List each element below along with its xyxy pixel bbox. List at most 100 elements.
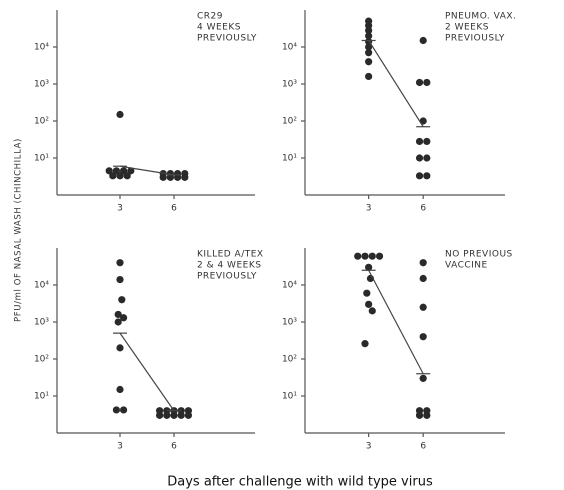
mean-line [119, 165, 175, 176]
data-point [354, 252, 362, 260]
data-point [368, 307, 376, 315]
y-tick-label: 10³ [282, 318, 297, 328]
data-point [365, 26, 373, 35]
annotation: VACCINE [445, 261, 488, 271]
data-point [365, 263, 373, 271]
x-tick-label: 3 [366, 204, 372, 214]
data-point [114, 318, 122, 326]
data-point [365, 58, 373, 66]
annotation: 2 WEEKS [445, 23, 489, 33]
data-point [423, 137, 431, 146]
data-point [423, 411, 431, 419]
annotation: PREVIOUSLY [197, 34, 257, 44]
data-point [116, 110, 124, 119]
annotation: PREVIOUSLY [445, 34, 505, 44]
data-point [419, 259, 427, 267]
data-point [419, 374, 427, 382]
y-tick-label: 10¹ [34, 154, 49, 164]
data-point [127, 167, 135, 175]
data-point [361, 252, 369, 260]
data-point [415, 154, 424, 162]
data-point [423, 78, 431, 87]
data-point [419, 274, 427, 283]
y-tick-label: 10¹ [282, 154, 297, 164]
data-point [116, 259, 124, 267]
x-tick-label: 6 [171, 204, 177, 214]
data-point [116, 385, 124, 394]
data-point [120, 167, 128, 175]
y-tick-label: 10⁴ [34, 281, 49, 291]
data-point [365, 300, 373, 308]
y-tick-label: 10³ [282, 80, 297, 90]
data-point [116, 275, 124, 284]
data-point [365, 32, 373, 40]
data-point [361, 340, 369, 348]
y-tick-label: 10⁴ [282, 281, 297, 291]
data-point [363, 289, 371, 297]
y-tick-label: 10³ [34, 80, 49, 90]
annotation: PREVIOUSLY [197, 272, 257, 282]
annotation: NO PREVIOUS [445, 250, 513, 260]
data-point [365, 49, 373, 57]
x-axis-label: Days after challenge with wild type viru… [167, 475, 433, 490]
x-tick-label: 3 [366, 442, 372, 452]
data-point [156, 411, 164, 419]
data-point [415, 411, 424, 419]
mean-line [368, 40, 424, 128]
x-tick-label: 6 [420, 204, 426, 214]
y-tick-label: 10² [282, 355, 297, 365]
y-tick-label: 10¹ [282, 392, 297, 402]
y-tick-label: 10⁴ [282, 43, 297, 53]
data-point [159, 173, 167, 181]
data-point [375, 252, 384, 260]
x-tick-label: 6 [420, 442, 426, 452]
y-tick-label: 10¹ [34, 392, 49, 402]
x-tick-label: 3 [117, 442, 123, 452]
data-point [116, 344, 124, 352]
data-point [423, 172, 431, 180]
data-point [112, 167, 120, 175]
data-point [166, 173, 174, 181]
data-point [415, 137, 424, 146]
data-point [123, 172, 131, 180]
data-point [163, 411, 171, 419]
annotation: KILLED A/TEX [197, 250, 264, 260]
x-tick-label: 6 [171, 442, 177, 452]
data-point [423, 154, 431, 162]
data-point [118, 296, 126, 304]
data-point [174, 173, 182, 181]
data-point [114, 310, 122, 319]
data-point [184, 411, 192, 419]
y-tick-label: 10⁴ [34, 43, 49, 53]
data-point [419, 36, 427, 45]
data-point [365, 43, 373, 51]
annotation: 2 & 4 WEEKS [197, 261, 261, 271]
data-point [120, 406, 128, 414]
data-point [181, 173, 189, 181]
data-point [415, 172, 424, 180]
data-point [120, 314, 128, 322]
y-tick-label: 10³ [34, 318, 49, 328]
data-point [116, 172, 124, 180]
data-point [105, 167, 113, 175]
y-axis-label: PFU/ml OF NASAL WASH (CHINCHILLA) [14, 138, 24, 322]
y-tick-label: 10² [34, 355, 49, 365]
data-point [170, 411, 178, 419]
annotation: CR29 [197, 12, 223, 22]
y-tick-label: 10² [282, 117, 297, 127]
data-point [177, 411, 185, 419]
data-point [112, 406, 120, 414]
data-point [419, 303, 427, 311]
x-tick-label: 3 [117, 204, 123, 214]
mean-line [368, 269, 424, 375]
mean-line [119, 332, 175, 412]
y-tick-label: 10² [34, 117, 49, 127]
annotation: 4 WEEKS [197, 23, 241, 33]
data-point [415, 78, 424, 87]
data-point [368, 252, 376, 260]
data-point [365, 72, 373, 81]
annotation: PNEUMO. VAX. [445, 12, 516, 22]
data-point [419, 333, 427, 341]
data-point [109, 172, 117, 180]
